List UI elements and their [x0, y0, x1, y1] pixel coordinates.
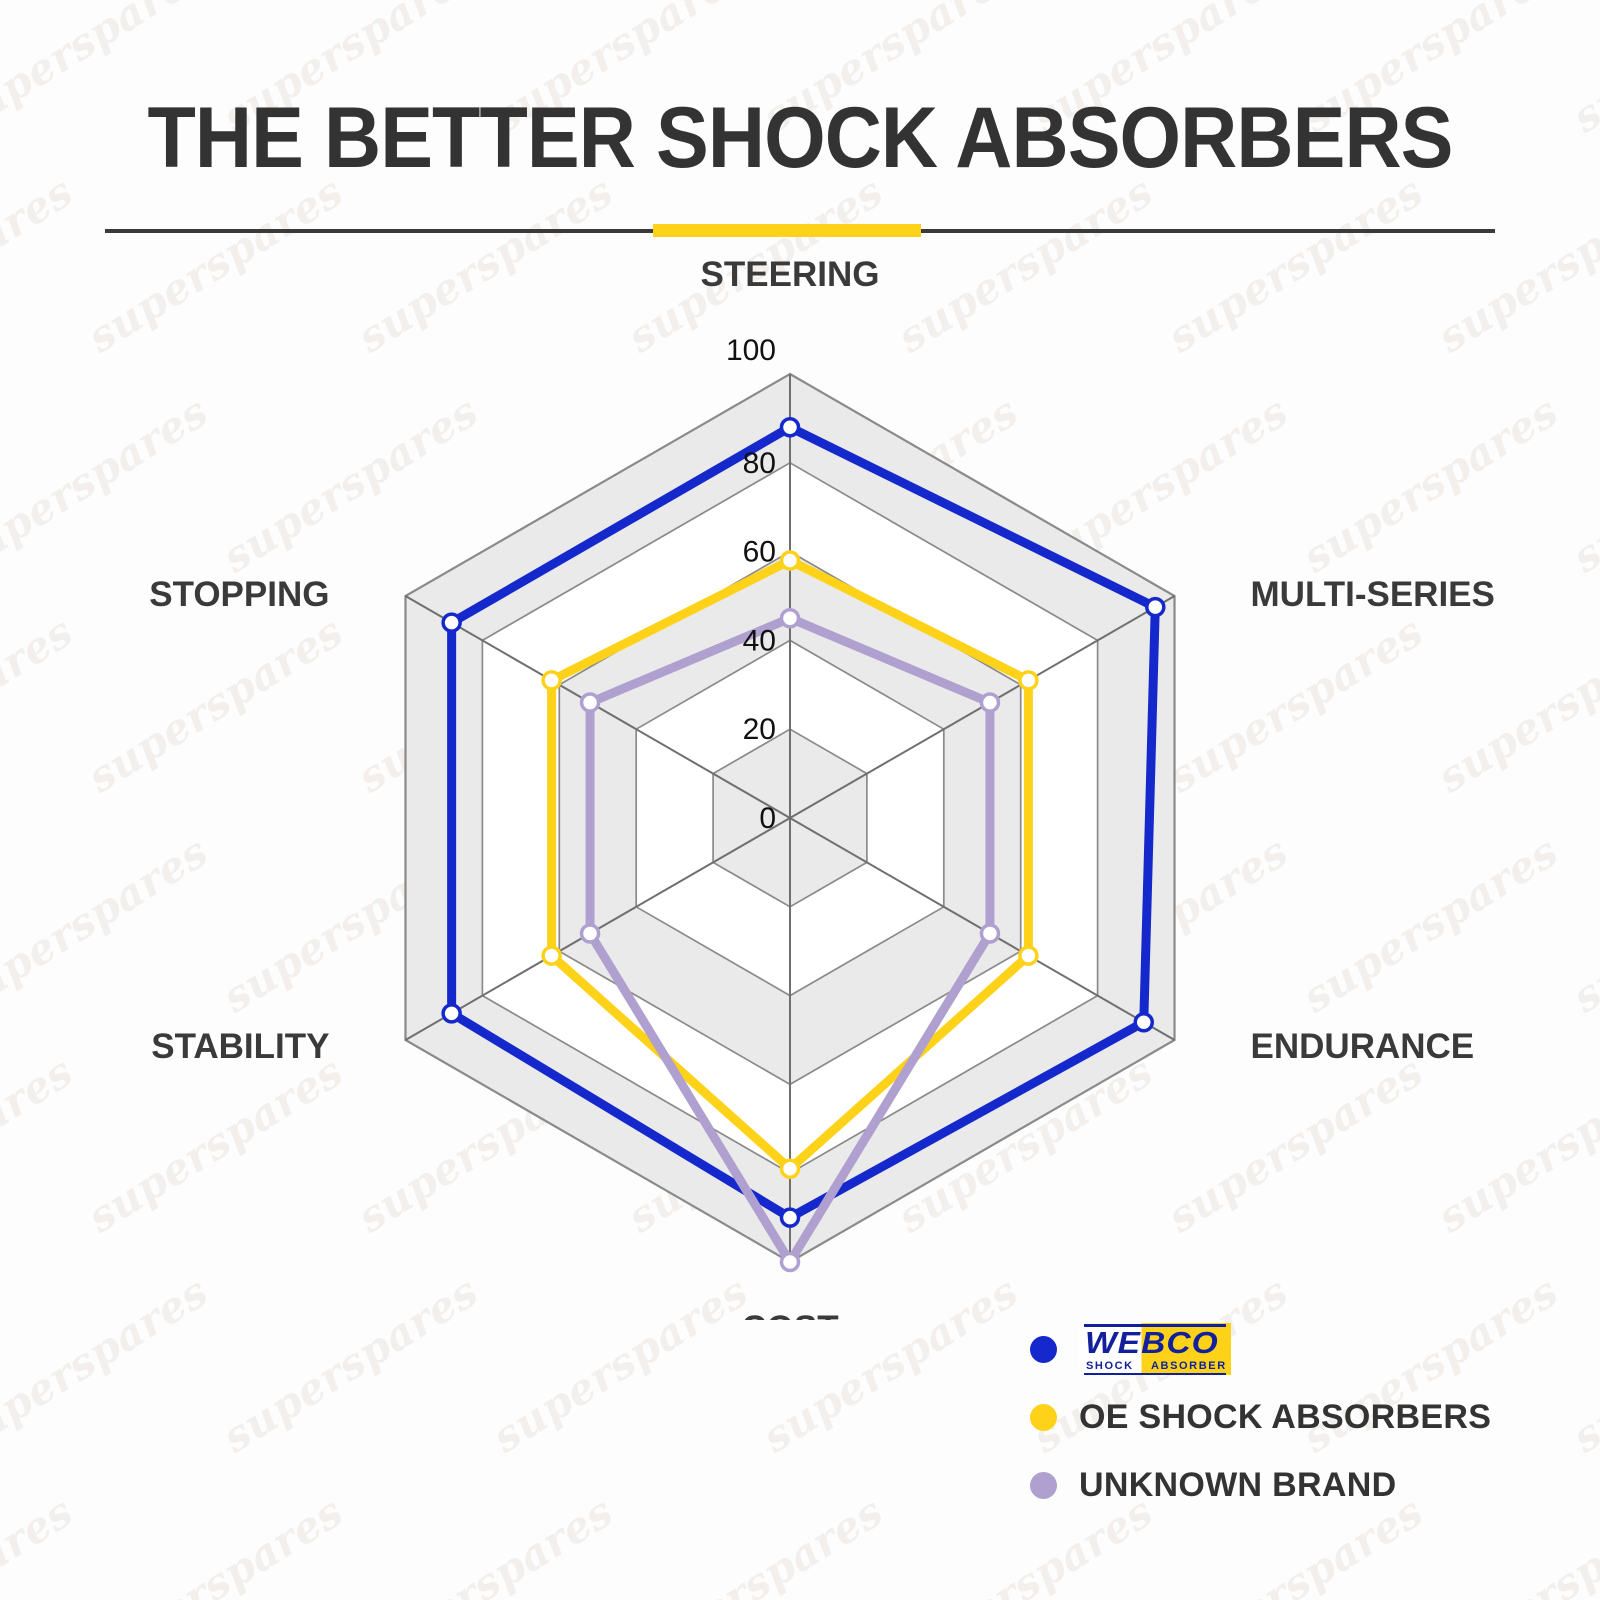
- radar-tick-label-80: 80: [743, 447, 776, 480]
- watermark-text: superspares: [349, 1486, 622, 1600]
- watermark-text: superspares: [619, 1486, 892, 1600]
- radar-point: [541, 670, 562, 691]
- radar-point: [1133, 1011, 1154, 1033]
- webco-logo-wordmark: WEBCO: [1085, 1325, 1219, 1360]
- radar-chart: 0 20 40 60 80 100 STEERING MULTI-SERIES ENDURAN…: [0, 260, 1600, 1320]
- radar-axis-label-endurance: ENDURANCE: [1251, 1027, 1475, 1066]
- watermark-text: superspares: [79, 1486, 352, 1600]
- legend-item-unknown[interactable]: UNKNOWN BRAND: [1030, 1454, 1491, 1516]
- radar-point: [579, 923, 601, 944]
- legend-label-oe: OE SHOCK ABSORBERS: [1079, 1397, 1492, 1436]
- radar-series-layer: [441, 417, 1166, 1273]
- radar-point: [441, 1003, 462, 1024]
- legend-color-dot-oe: [1030, 1403, 1057, 1431]
- radar-tick-labels: 0 20 40 60 80 100: [726, 334, 776, 835]
- radar-tick-label-60: 60: [743, 536, 776, 569]
- legend-color-dot-webco: [1030, 1335, 1057, 1363]
- legend-color-dot-unknown: [1030, 1471, 1057, 1499]
- radar-axis-label-stability: STABILITY: [151, 1027, 329, 1066]
- radar-point: [541, 945, 562, 966]
- radar-point: [1018, 945, 1039, 966]
- webco-logo-underline: [1084, 1373, 1226, 1375]
- radar-point: [1145, 596, 1166, 618]
- legend-label-unknown: UNKNOWN BRAND: [1079, 1465, 1397, 1504]
- legend: WEBCO SHOCK ABSORBER OE SHOCK ABSORBERS …: [1030, 1318, 1491, 1522]
- webco-logo-rule: [1084, 1324, 1226, 1327]
- radar-point: [779, 417, 801, 438]
- title-divider-accent: [653, 224, 921, 237]
- radar-point: [579, 692, 601, 713]
- radar-axis-label-stopping: STOPPING: [149, 575, 329, 614]
- radar-tick-label-20: 20: [743, 713, 776, 746]
- webco-logo-sub-absorber: ABSORBER: [1151, 1360, 1227, 1372]
- legend-item-oe[interactable]: OE SHOCK ABSORBERS: [1030, 1386, 1491, 1448]
- radar-point: [979, 923, 1001, 944]
- radar-point: [441, 612, 462, 633]
- page-title: THE BETTER SHOCK ABSORBERS: [147, 90, 1453, 186]
- legend-item-webco[interactable]: WEBCO SHOCK ABSORBER: [1030, 1318, 1491, 1380]
- radar-tick-label-0: 0: [759, 802, 776, 835]
- radar-tick-label-40: 40: [743, 624, 776, 657]
- radar-axis-labels: STEERING MULTI-SERIES ENDURANCE COST STABILI…: [149, 260, 1495, 1320]
- watermark-text: superspares: [0, 1486, 82, 1600]
- radar-point: [979, 692, 1001, 713]
- radar-point: [779, 607, 801, 629]
- webco-logo: WEBCO SHOCK ABSORBER: [1079, 1323, 1231, 1375]
- radar-tick-label-100: 100: [726, 334, 776, 367]
- radar-chart-svg: 0 20 40 60 80 100 STEERING MULTI-SERIES ENDURAN…: [149, 260, 1495, 1320]
- radar-axis-label-cost: COST: [741, 1309, 838, 1320]
- radar-axis-label-steering: STEERING: [701, 260, 880, 294]
- radar-point: [779, 1207, 801, 1228]
- radar-point: [779, 1251, 801, 1273]
- radar-axis-label-multi-series: MULTI-SERIES: [1251, 575, 1495, 614]
- webco-logo-sub-shock: SHOCK: [1086, 1360, 1134, 1372]
- title-block: THE BETTER SHOCK ABSORBERS: [0, 95, 1600, 181]
- radar-point: [779, 1158, 801, 1180]
- radar-point: [1018, 670, 1039, 691]
- radar-point: [779, 550, 801, 571]
